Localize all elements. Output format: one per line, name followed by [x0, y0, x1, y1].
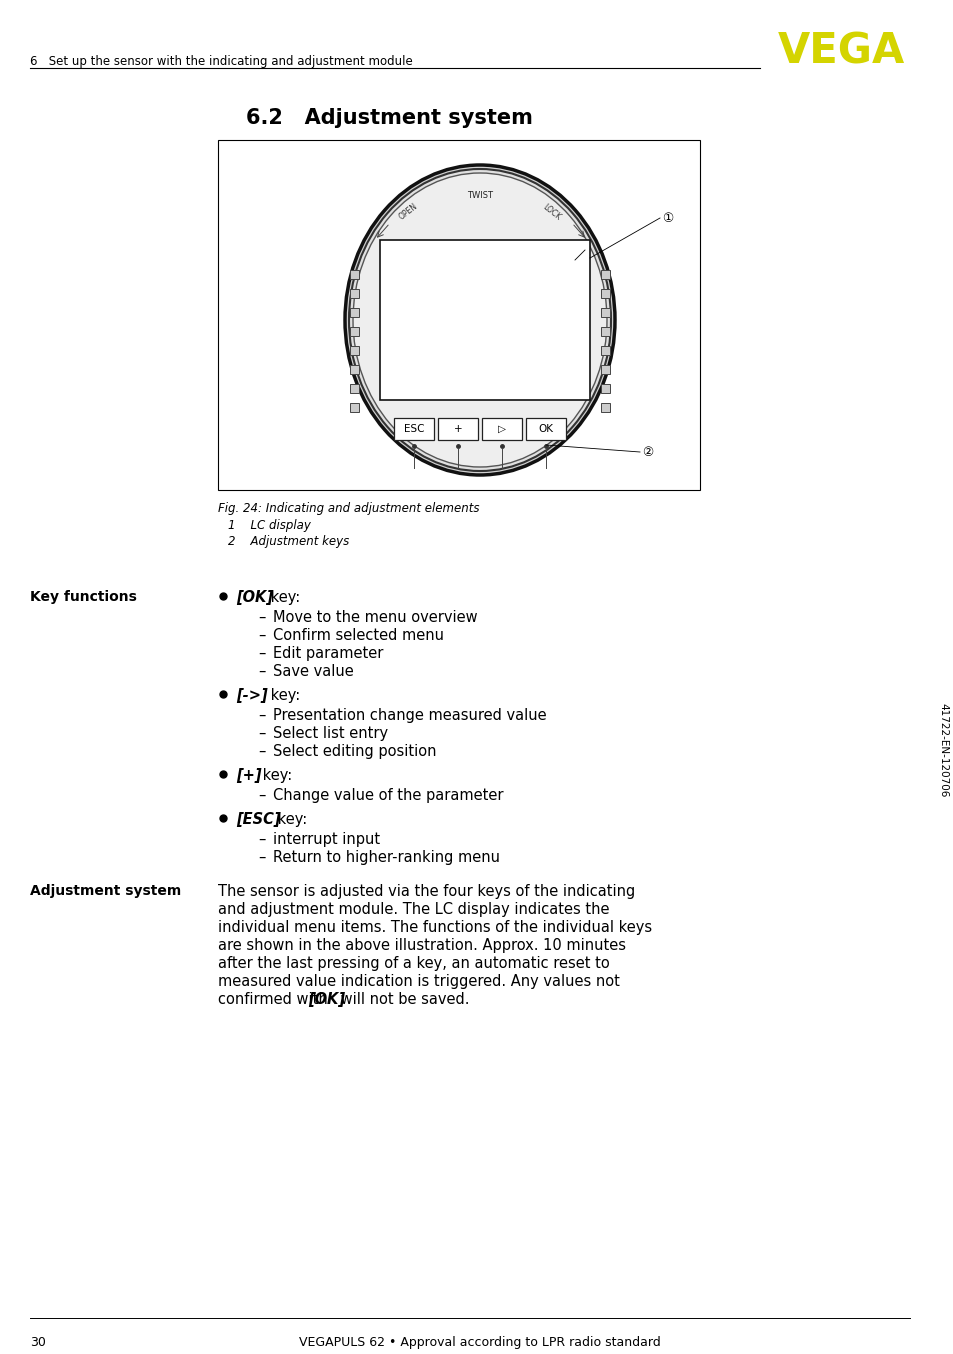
Text: measured value indication is triggered. Any values not: measured value indication is triggered. …	[218, 974, 619, 988]
Text: Confirm selected menu: Confirm selected menu	[273, 628, 443, 643]
Bar	[394, 418, 434, 440]
Text: OPEN: OPEN	[396, 202, 418, 222]
Bar	[350, 288, 358, 298]
Bar	[350, 347, 358, 355]
Bar	[350, 385, 358, 393]
Ellipse shape	[345, 165, 615, 475]
Text: 1    LC display: 1 LC display	[228, 519, 311, 532]
Bar	[350, 403, 358, 412]
Bar	[437, 418, 477, 440]
Text: –: –	[257, 646, 265, 661]
Text: Move to the menu overview: Move to the menu overview	[273, 611, 477, 626]
Text: The sensor is adjusted via the four keys of the indicating: The sensor is adjusted via the four keys…	[218, 884, 635, 899]
Bar	[600, 385, 609, 393]
Text: 6.2   Adjustment system: 6.2 Adjustment system	[246, 108, 533, 129]
Bar	[481, 418, 521, 440]
Bar	[600, 347, 609, 355]
Text: 41722-EN-120706: 41722-EN-120706	[937, 703, 947, 798]
Text: –: –	[257, 726, 265, 741]
Ellipse shape	[349, 169, 610, 471]
Text: [+]: [+]	[235, 768, 261, 783]
Bar	[600, 403, 609, 412]
Text: Adjustment system: Adjustment system	[30, 884, 181, 898]
Text: key:: key:	[266, 590, 300, 605]
Text: OK: OK	[537, 424, 553, 435]
Text: Return to higher-ranking menu: Return to higher-ranking menu	[273, 850, 499, 865]
Text: –: –	[257, 611, 265, 626]
Text: ▷: ▷	[497, 424, 505, 435]
Text: Fig. 24: Indicating and adjustment elements: Fig. 24: Indicating and adjustment eleme…	[218, 502, 479, 515]
Text: 6   Set up the sensor with the indicating and adjustment module: 6 Set up the sensor with the indicating …	[30, 56, 413, 68]
Bar	[350, 269, 358, 279]
Text: LOCK: LOCK	[540, 202, 562, 222]
Text: VEGAPULS 62 • Approval according to LPR radio standard: VEGAPULS 62 • Approval according to LPR …	[299, 1336, 660, 1349]
Text: Edit parameter: Edit parameter	[273, 646, 383, 661]
Text: –: –	[257, 788, 265, 803]
Text: [ESC]: [ESC]	[235, 812, 280, 827]
Text: Change value of the parameter: Change value of the parameter	[273, 788, 503, 803]
Text: ②: ②	[641, 445, 653, 459]
Bar	[350, 307, 358, 317]
Text: Key functions: Key functions	[30, 590, 136, 604]
Text: Presentation change measured value: Presentation change measured value	[273, 708, 546, 723]
Ellipse shape	[353, 173, 606, 467]
Text: [OK]: [OK]	[235, 590, 273, 605]
Text: –: –	[257, 850, 265, 865]
Text: individual menu items. The functions of the individual keys: individual menu items. The functions of …	[218, 919, 652, 936]
Bar	[600, 328, 609, 336]
Text: –: –	[257, 628, 265, 643]
Text: key:: key:	[258, 768, 293, 783]
Text: –: –	[257, 743, 265, 760]
Text: +: +	[454, 424, 462, 435]
Bar	[379, 240, 589, 399]
Text: –: –	[257, 708, 265, 723]
Bar	[600, 269, 609, 279]
Text: key:: key:	[274, 812, 308, 827]
Text: key:: key:	[266, 688, 300, 703]
Text: Save value: Save value	[273, 663, 354, 678]
Text: Select list entry: Select list entry	[273, 726, 388, 741]
Text: are shown in the above illustration. Approx. 10 minutes: are shown in the above illustration. App…	[218, 938, 625, 953]
Bar	[600, 366, 609, 374]
Text: confirmed with: confirmed with	[218, 992, 332, 1007]
Bar	[600, 288, 609, 298]
Bar	[600, 307, 609, 317]
Text: ESC: ESC	[403, 424, 424, 435]
Text: 2    Adjustment keys: 2 Adjustment keys	[228, 535, 349, 548]
Bar	[350, 328, 358, 336]
Text: after the last pressing of a key, an automatic reset to: after the last pressing of a key, an aut…	[218, 956, 609, 971]
Text: 30: 30	[30, 1336, 46, 1349]
Bar	[525, 418, 565, 440]
Text: –: –	[257, 663, 265, 678]
Text: interrupt input: interrupt input	[273, 831, 379, 848]
Text: TWIST: TWIST	[467, 191, 493, 199]
Bar	[218, 139, 700, 490]
Text: VEGA: VEGA	[777, 30, 904, 72]
Text: Select editing position: Select editing position	[273, 743, 436, 760]
Text: will not be saved.: will not be saved.	[335, 992, 469, 1007]
Text: [->]: [->]	[235, 688, 268, 703]
Text: ①: ①	[661, 211, 673, 225]
Text: and adjustment module. The LC display indicates the: and adjustment module. The LC display in…	[218, 902, 609, 917]
Text: –: –	[257, 831, 265, 848]
Bar	[350, 366, 358, 374]
Text: [OK]: [OK]	[308, 992, 345, 1007]
